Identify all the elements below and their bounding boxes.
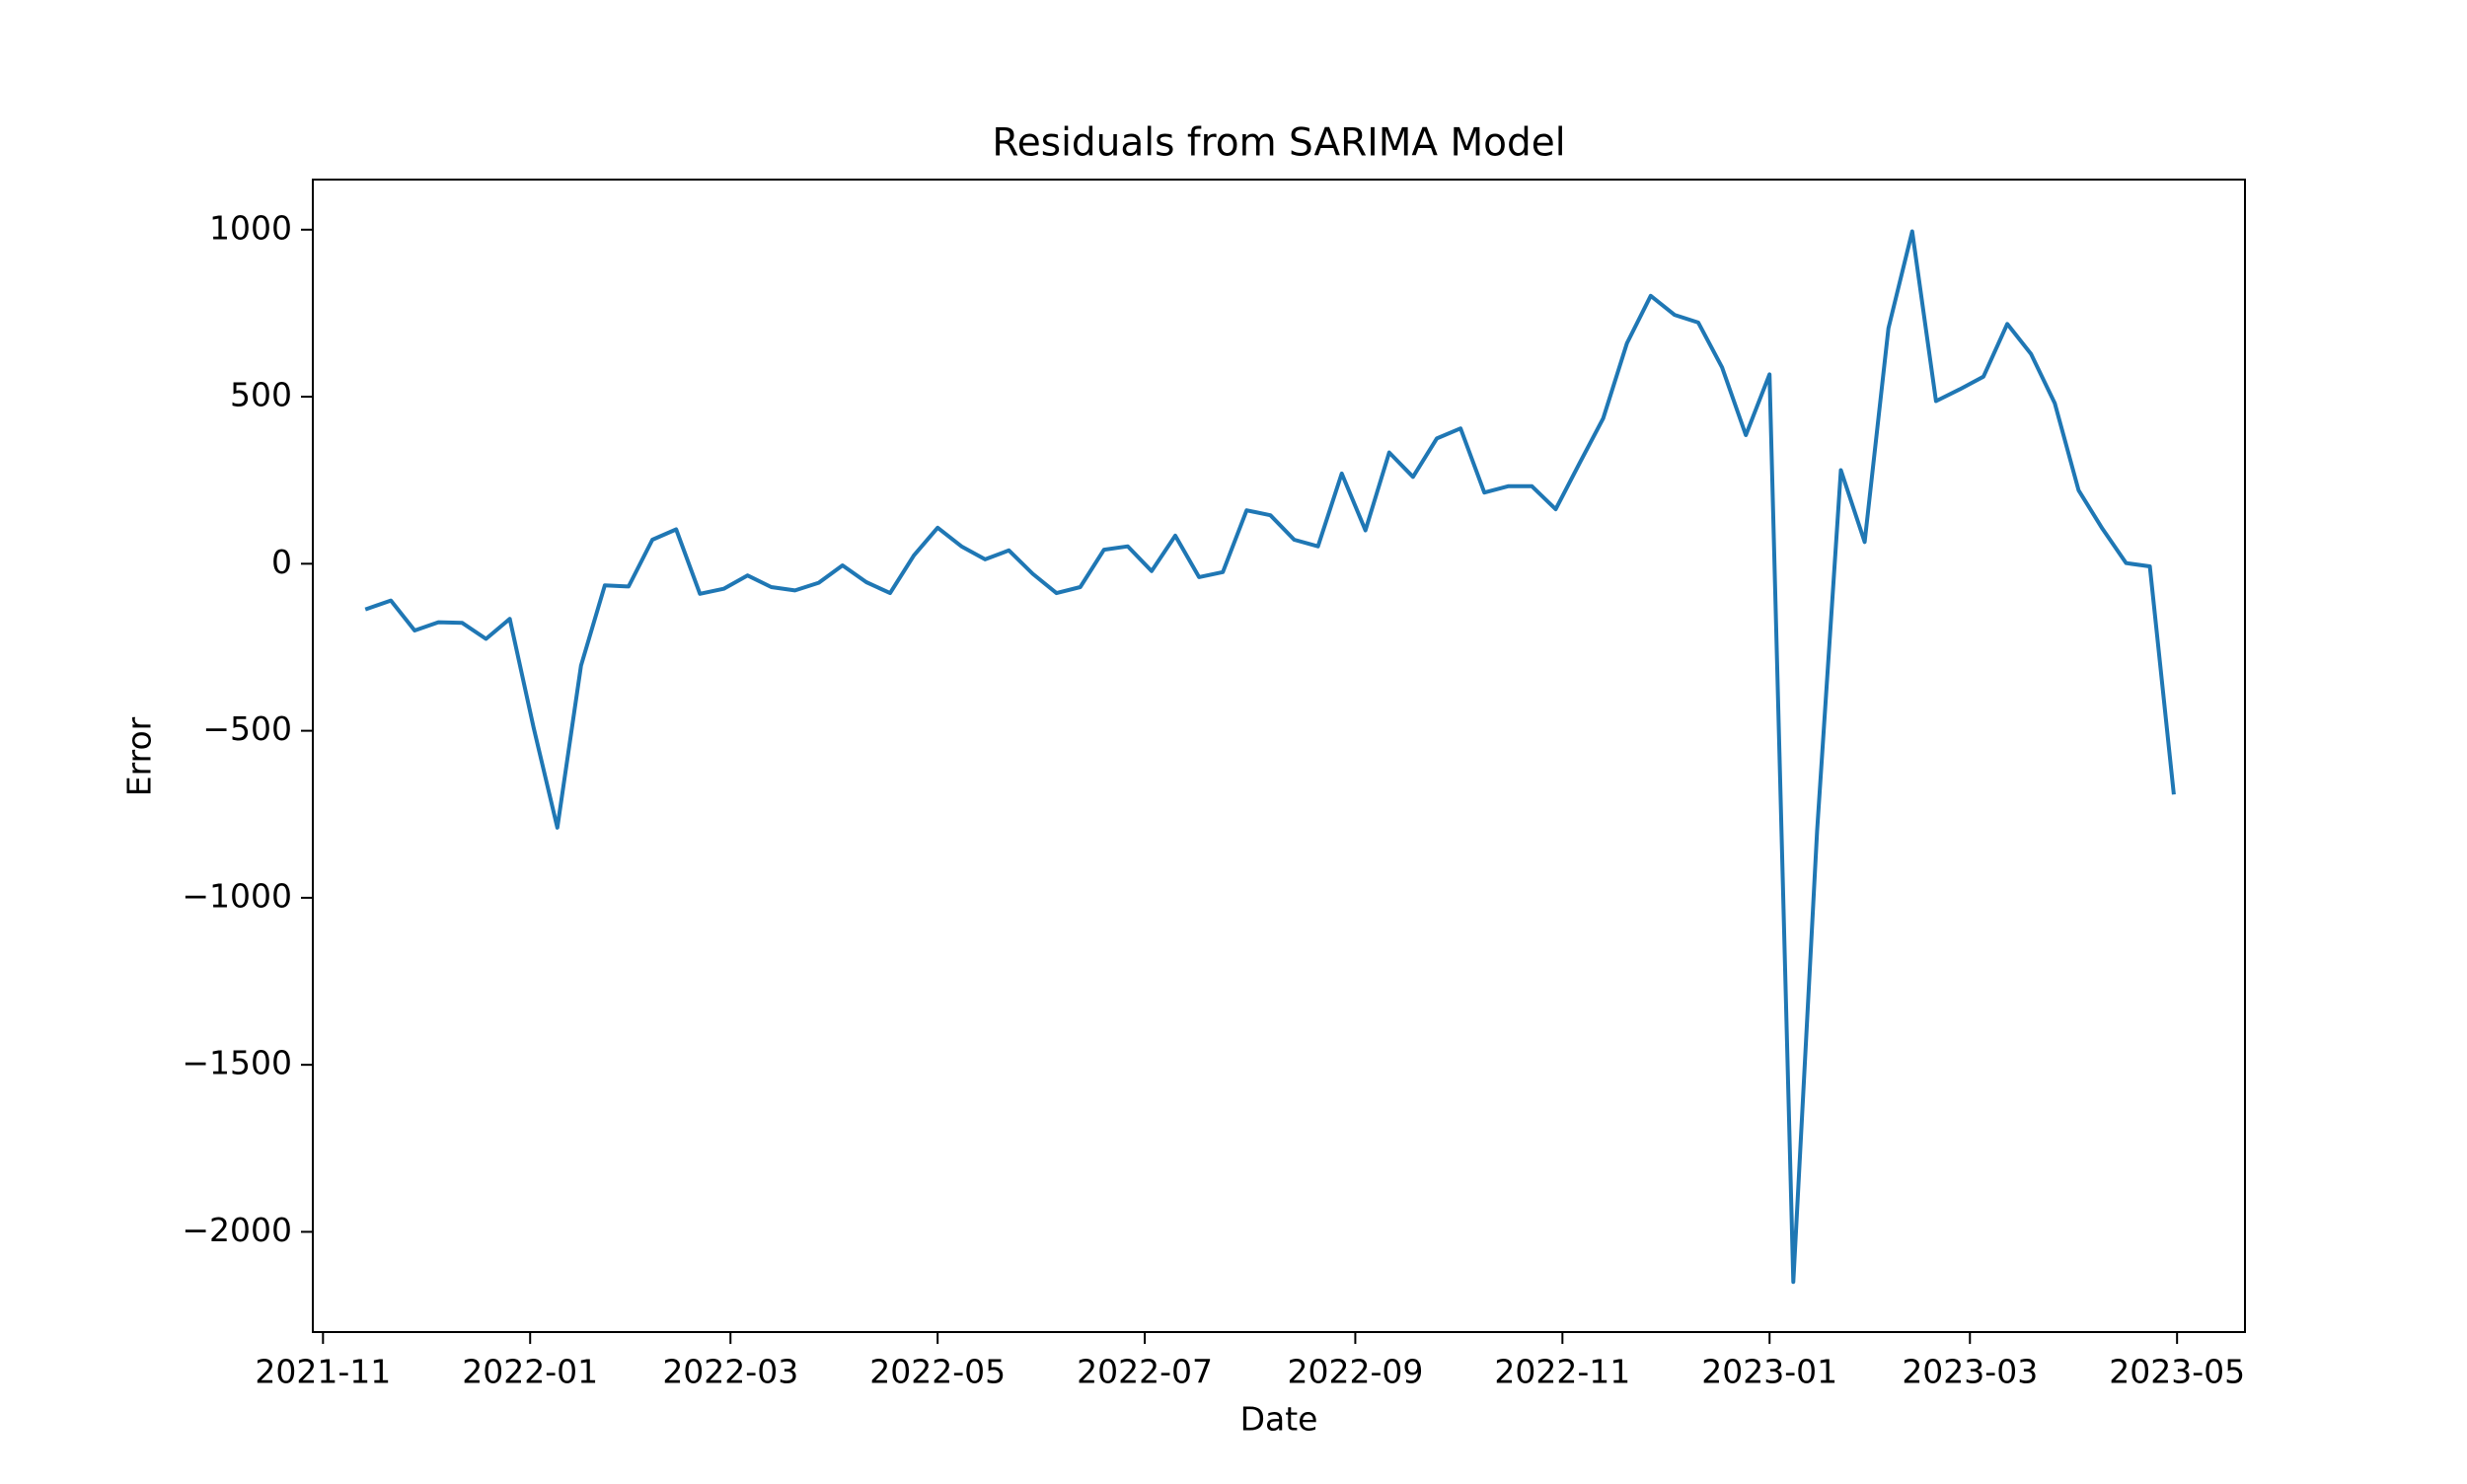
y-tick-label: −2000 xyxy=(182,1211,292,1249)
x-axis-ticks: 2021-11 2022-01 2022-03 2022-05 2022-07 2022-… xyxy=(255,1332,2245,1391)
x-tick-label: 2022-11 xyxy=(1494,1353,1630,1391)
plot-frame xyxy=(312,179,2246,1333)
y-tick-label: −1000 xyxy=(182,876,292,915)
plot-area xyxy=(312,179,2246,1333)
y-tick-label: 0 xyxy=(271,543,292,581)
x-tick-label: 2022-05 xyxy=(869,1353,1006,1391)
x-tick-label: 2022-03 xyxy=(662,1353,798,1391)
x-tick-label: 2023-05 xyxy=(2109,1353,2245,1391)
x-tick-label: 2021-11 xyxy=(255,1353,391,1391)
x-tick-label: 2023-03 xyxy=(1902,1353,2038,1391)
y-tick-label: 500 xyxy=(230,376,292,414)
y-axis-ticks: 1000 500 0 −500 −1000 −1500 −2000 xyxy=(182,208,313,1249)
x-tick-label: 2023-01 xyxy=(1701,1353,1837,1391)
x-tick-label: 2022-07 xyxy=(1077,1353,1213,1391)
chart-title: Residuals from SARIMA Model xyxy=(992,121,1565,166)
series-line-0 xyxy=(364,229,2176,1285)
y-axis-label: Error xyxy=(120,716,159,796)
y-tick-label: −1500 xyxy=(182,1044,292,1082)
x-tick-label: 2022-01 xyxy=(462,1353,598,1391)
x-axis-label: Date xyxy=(1240,1400,1318,1439)
y-tick-label: −500 xyxy=(202,709,292,748)
x-tick-label: 2022-09 xyxy=(1287,1353,1423,1391)
y-tick-label: 1000 xyxy=(209,208,292,247)
